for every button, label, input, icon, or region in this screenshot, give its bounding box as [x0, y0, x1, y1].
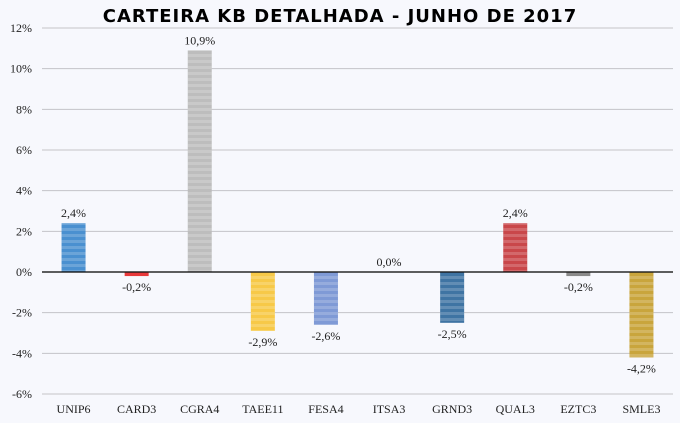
data-label: -2,6%	[311, 329, 340, 343]
data-label: 10,9%	[184, 33, 215, 47]
data-label: 2,4%	[503, 206, 528, 220]
x-tick-label: SMLE3	[622, 402, 660, 416]
bar-stripes	[566, 272, 591, 277]
y-tick-label: -4%	[12, 346, 32, 360]
bar-stripes	[313, 272, 338, 325]
data-label: -0,2%	[122, 280, 151, 294]
chart-title: CARTEIRA KB DETALHADA - JUNHO DE 2017	[102, 6, 578, 27]
y-tick-label: 2%	[16, 224, 32, 238]
bar-stripes	[629, 272, 654, 358]
y-tick-label: 4%	[16, 184, 32, 198]
data-label: 2,4%	[61, 206, 86, 220]
data-label: -2,5%	[438, 327, 467, 341]
data-label: 0,0%	[377, 255, 402, 269]
y-tick-label: 6%	[16, 143, 32, 157]
x-tick-label: CARD3	[117, 402, 156, 416]
data-label: -4,2%	[627, 361, 656, 375]
bar-stripes	[503, 223, 528, 272]
data-label: -0,2%	[564, 280, 593, 294]
data-label: -2,9%	[248, 335, 277, 349]
y-tick-label: 10%	[10, 62, 32, 76]
x-tick-label: TAEE11	[242, 402, 283, 416]
bar-stripes	[187, 50, 212, 272]
x-tick-label: CGRA4	[180, 402, 219, 416]
x-tick-label: GRND3	[432, 402, 472, 416]
x-tick-label: QUAL3	[496, 402, 535, 416]
y-tick-label: -2%	[12, 306, 32, 320]
x-tick-label: ITSA3	[373, 402, 406, 416]
y-tick-label: -6%	[12, 387, 32, 401]
x-tick-label: FESA4	[308, 402, 343, 416]
bar-stripes	[440, 272, 465, 323]
x-tick-label: UNIP6	[57, 402, 91, 416]
bar-stripes	[250, 272, 275, 331]
x-tick-label: EZTC3	[560, 402, 596, 416]
y-tick-label: 12%	[10, 21, 32, 35]
bar-stripes	[61, 223, 86, 272]
y-tick-label: 8%	[16, 102, 32, 116]
y-tick-label: 0%	[16, 265, 32, 279]
bar-stripes	[124, 272, 149, 277]
